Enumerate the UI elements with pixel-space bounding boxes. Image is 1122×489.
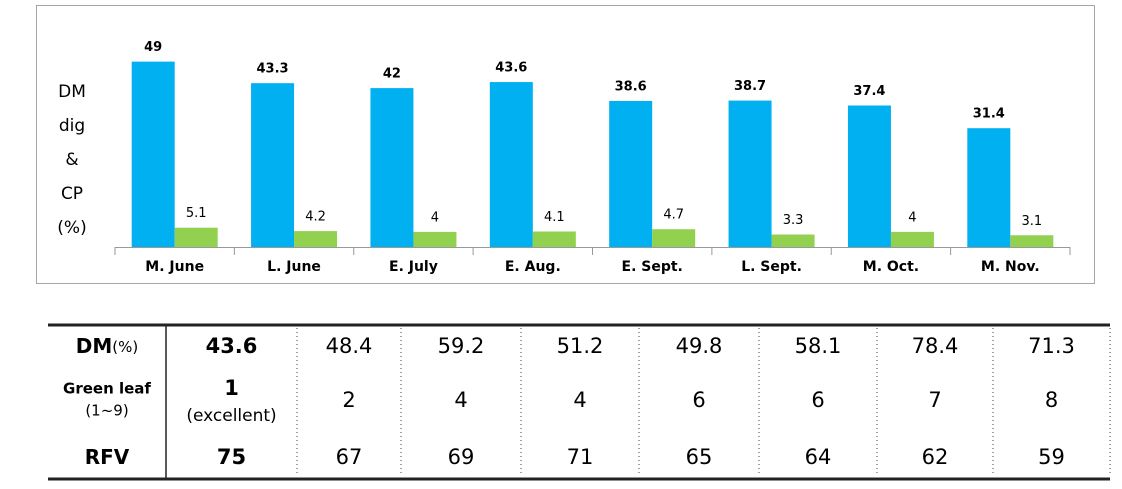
table-cell: 75 [217,445,246,469]
row-label-name: DM [76,334,113,358]
table-cell: 7 [928,388,941,412]
table-cell: 6 [692,388,705,412]
x-tick-label: E. Aug. [505,259,561,275]
row-label: Green leaf [63,380,151,398]
table-cell: 4 [454,388,467,412]
value-label: 43.3 [257,62,289,77]
table-cell: 69 [448,445,475,469]
chart-frame [36,5,1095,284]
row-label-unit: (%) [112,338,138,356]
value-label: 38.7 [734,79,766,94]
table-cell: 43.6 [206,334,258,358]
table-cell: 8 [1045,388,1058,412]
bar [131,61,175,247]
y-axis-label: dig [59,116,85,136]
x-tick-label: M. June [145,259,204,275]
bar [489,82,533,248]
value-label: 42 [383,67,401,82]
table-cell: 6 [811,388,824,412]
table-cell: 48.4 [326,334,373,358]
table-cell: 71 [567,445,594,469]
x-tick-label: M. Nov. [981,259,1040,275]
value-label: 3.3 [783,213,804,228]
table-cell: 67 [336,445,363,469]
bar [728,100,772,248]
bar [771,234,815,247]
bar [847,105,891,248]
value-label: 43.6 [495,61,527,76]
value-label: 37.4 [853,84,885,99]
table-cell-note: (excellent) [186,406,276,426]
table-cell: 1 [224,376,239,400]
table-cell: 62 [922,445,949,469]
row-label: DM(%) [76,334,138,358]
table-cell: 64 [805,445,832,469]
bar [967,128,1011,247]
bar [532,231,576,247]
value-label: 49 [144,40,162,55]
bar [370,88,414,247]
bar [1010,235,1054,247]
x-tick-label: M. Oct. [863,259,919,275]
y-axis-label: CP [61,184,83,204]
value-label: 5.1 [186,206,207,221]
value-label: 4.1 [544,210,565,225]
table-cell: 49.8 [676,334,723,358]
bar [609,100,653,247]
bar [174,227,218,247]
value-label: 38.6 [615,79,647,94]
table-cell: 65 [686,445,713,469]
table-cell: 71.3 [1028,334,1075,358]
row-label-name: RFV [85,445,130,469]
table-cell: 4 [573,388,586,412]
table-cell: 59.2 [438,334,485,358]
x-tick-label: E. July [389,259,438,275]
y-axis-label: (%) [57,218,86,238]
row-label: RFV [85,445,130,469]
value-label: 4.2 [305,210,326,225]
x-tick-label: L. June [267,259,321,275]
table-cell: 2 [342,388,355,412]
value-label: 4 [431,210,439,225]
table-cell: 78.4 [912,334,959,358]
value-label: 3.1 [1021,214,1042,229]
row-unit: (1~9) [85,402,128,420]
bar [251,83,295,247]
table-cell: 58.1 [795,334,842,358]
x-tick-label: E. Sept. [622,259,683,275]
y-axis-label: & [65,150,78,170]
value-label: 31.4 [973,107,1005,122]
value-label: 4 [908,210,916,225]
value-label: 4.7 [663,208,684,223]
bar [294,231,338,247]
x-tick-label: L. Sept. [741,259,802,275]
bar [413,231,457,247]
bar [652,229,696,247]
table-cell: 59 [1038,445,1065,469]
table-cell: 51.2 [557,334,604,358]
y-axis-label: DM [58,82,86,102]
bar [890,231,934,247]
